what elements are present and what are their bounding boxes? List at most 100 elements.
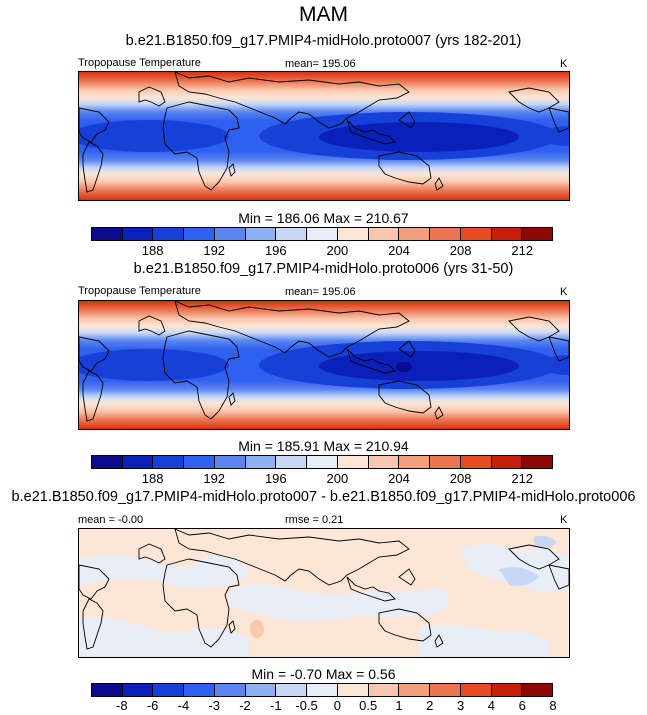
colorbar-tick-label: 204 [388, 471, 410, 486]
colorbar-swatch [184, 228, 215, 240]
colorbar-tick-label: -0.5 [295, 698, 318, 713]
colorbar-tick-label: 196 [264, 471, 287, 486]
colorbar-tick-label: 188 [141, 243, 164, 258]
colorbar-swatch [399, 228, 431, 240]
colorbar-swatch [491, 456, 523, 468]
colorbar-tick-label: 200 [326, 471, 349, 486]
colorbar-swatch [153, 684, 185, 696]
panel3-rmse-label: rmse = 0.21 [285, 514, 344, 526]
colorbar-swatch [214, 228, 246, 240]
panel3-map-svg [79, 529, 569, 657]
colorbar-swatch [276, 456, 308, 468]
colorbar-swatch [307, 684, 338, 696]
colorbar-tick-label: 204 [388, 243, 410, 258]
panel2-map-svg [79, 301, 569, 429]
panel3-map [78, 528, 570, 658]
panel1-map [78, 71, 570, 201]
panel1-subtitle: b.e21.B1850.f09_g17.PMIP4-midHolo.proto0… [125, 33, 522, 49]
panel2-variable-label: Tropopause Temperature [78, 285, 201, 297]
colorbar-tick-label: 192 [203, 471, 226, 486]
panel3-subtitle: b.e21.B1850.f09_g17.PMIP4-midHolo.proto0… [11, 489, 636, 505]
colorbar-tick-label: -2 [239, 698, 251, 713]
colorbar-swatch [368, 684, 400, 696]
colorbar-tick-label: 192 [203, 243, 226, 258]
colorbar-swatch [460, 456, 492, 468]
panel2-mean-label: mean= 195.06 [285, 286, 356, 298]
colorbar-swatch [307, 228, 338, 240]
colorbar-tick-label: -6 [146, 698, 159, 713]
colorbar-swatch [184, 456, 215, 468]
panel2-subtitle: b.e21.B1850.f09_g17.PMIP4-midHolo.proto0… [133, 261, 514, 277]
colorbar-tick-label: -3 [208, 698, 220, 713]
colorbar-swatch [92, 684, 123, 696]
colorbar-swatch [214, 684, 246, 696]
colorbar-field-2-ticks: 188 192 196 200 204 208 212 [91, 471, 553, 487]
colorbar-swatch [368, 456, 400, 468]
colorbar-swatch [153, 456, 185, 468]
panel3-units-label: K [560, 514, 568, 526]
colorbar-swatch [214, 456, 246, 468]
panel3-minmax: Min = -0.70 Max = 0.56 [251, 666, 396, 682]
colorbar-field-1 [91, 227, 553, 241]
colorbar-diff-ticks: -8 -6 -4 -3 -2 -1 -0.5 0 0.5 1 2 3 4 6 8 [91, 698, 557, 714]
colorbar-swatch [122, 684, 154, 696]
colorbar-swatch [430, 684, 461, 696]
panel3-mean-label: mean = -0.00 [78, 514, 144, 526]
panel2-minmax: Min = 185.91 Max = 210.94 [238, 438, 409, 454]
colorbar-swatch [460, 684, 492, 696]
colorbar-field-1-ticks: 188 192 196 200 204 208 212 [91, 243, 553, 259]
colorbar-tick-label: 200 [326, 243, 349, 258]
colorbar-tick-label: 212 [511, 243, 534, 258]
colorbar-swatch [460, 228, 492, 240]
colorbar-tick-label: 208 [449, 471, 472, 486]
colorbar-tick-label: 0.5 [359, 698, 378, 713]
panel1-minmax: Min = 186.06 Max = 210.67 [238, 210, 409, 226]
colorbar-swatch [337, 684, 369, 696]
colorbar-swatch [337, 456, 369, 468]
panel1-units-label: K [560, 58, 568, 70]
colorbar-swatch [368, 228, 400, 240]
panel2-units-label: K [560, 286, 568, 298]
colorbar-tick-label: 188 [141, 471, 164, 486]
colorbar-tick-label: -8 [116, 698, 128, 713]
colorbar-tick-label: 0 [333, 698, 342, 713]
figure-title: MAM [299, 3, 348, 26]
colorbar-swatch [122, 228, 154, 240]
colorbar-tick-label: -4 [177, 698, 190, 713]
colorbar-swatch [337, 228, 369, 240]
colorbar-swatch [522, 456, 553, 468]
colorbar-swatch [245, 456, 277, 468]
colorbar-swatch [399, 456, 431, 468]
colorbar-tick-label: -1 [270, 698, 282, 713]
colorbar-swatch [153, 228, 185, 240]
colorbar-diff [91, 683, 553, 697]
panel1-variable-label: Tropopause Temperature [78, 57, 201, 69]
colorbar-swatch [276, 228, 308, 240]
colorbar-tick-label: 3 [456, 698, 465, 713]
colorbar-field-2 [91, 455, 553, 469]
colorbar-swatch [491, 684, 523, 696]
panel1-map-svg [79, 72, 569, 200]
colorbar-swatch [122, 456, 154, 468]
panel1-mean-label: mean= 195.06 [285, 58, 356, 70]
colorbar-tick-label: 1 [395, 698, 403, 713]
panel2-map [78, 300, 570, 430]
colorbar-tick-label: 6 [518, 698, 526, 713]
colorbar-swatch [184, 684, 215, 696]
colorbar-tick-label: 196 [264, 243, 287, 258]
colorbar-swatch [92, 456, 123, 468]
colorbar-swatch [245, 684, 277, 696]
colorbar-swatch [92, 228, 123, 240]
colorbar-swatch [276, 684, 308, 696]
colorbar-swatch [430, 228, 461, 240]
colorbar-swatch [307, 456, 338, 468]
colorbar-swatch [245, 228, 277, 240]
colorbar-tick-label: 4 [487, 698, 496, 713]
colorbar-swatch [491, 228, 523, 240]
colorbar-swatch [399, 684, 431, 696]
colorbar-tick-label: 208 [449, 243, 472, 258]
colorbar-tick-label: 8 [549, 698, 557, 713]
colorbar-swatch [430, 456, 461, 468]
colorbar-swatch [522, 684, 553, 696]
colorbar-swatch [522, 228, 553, 240]
